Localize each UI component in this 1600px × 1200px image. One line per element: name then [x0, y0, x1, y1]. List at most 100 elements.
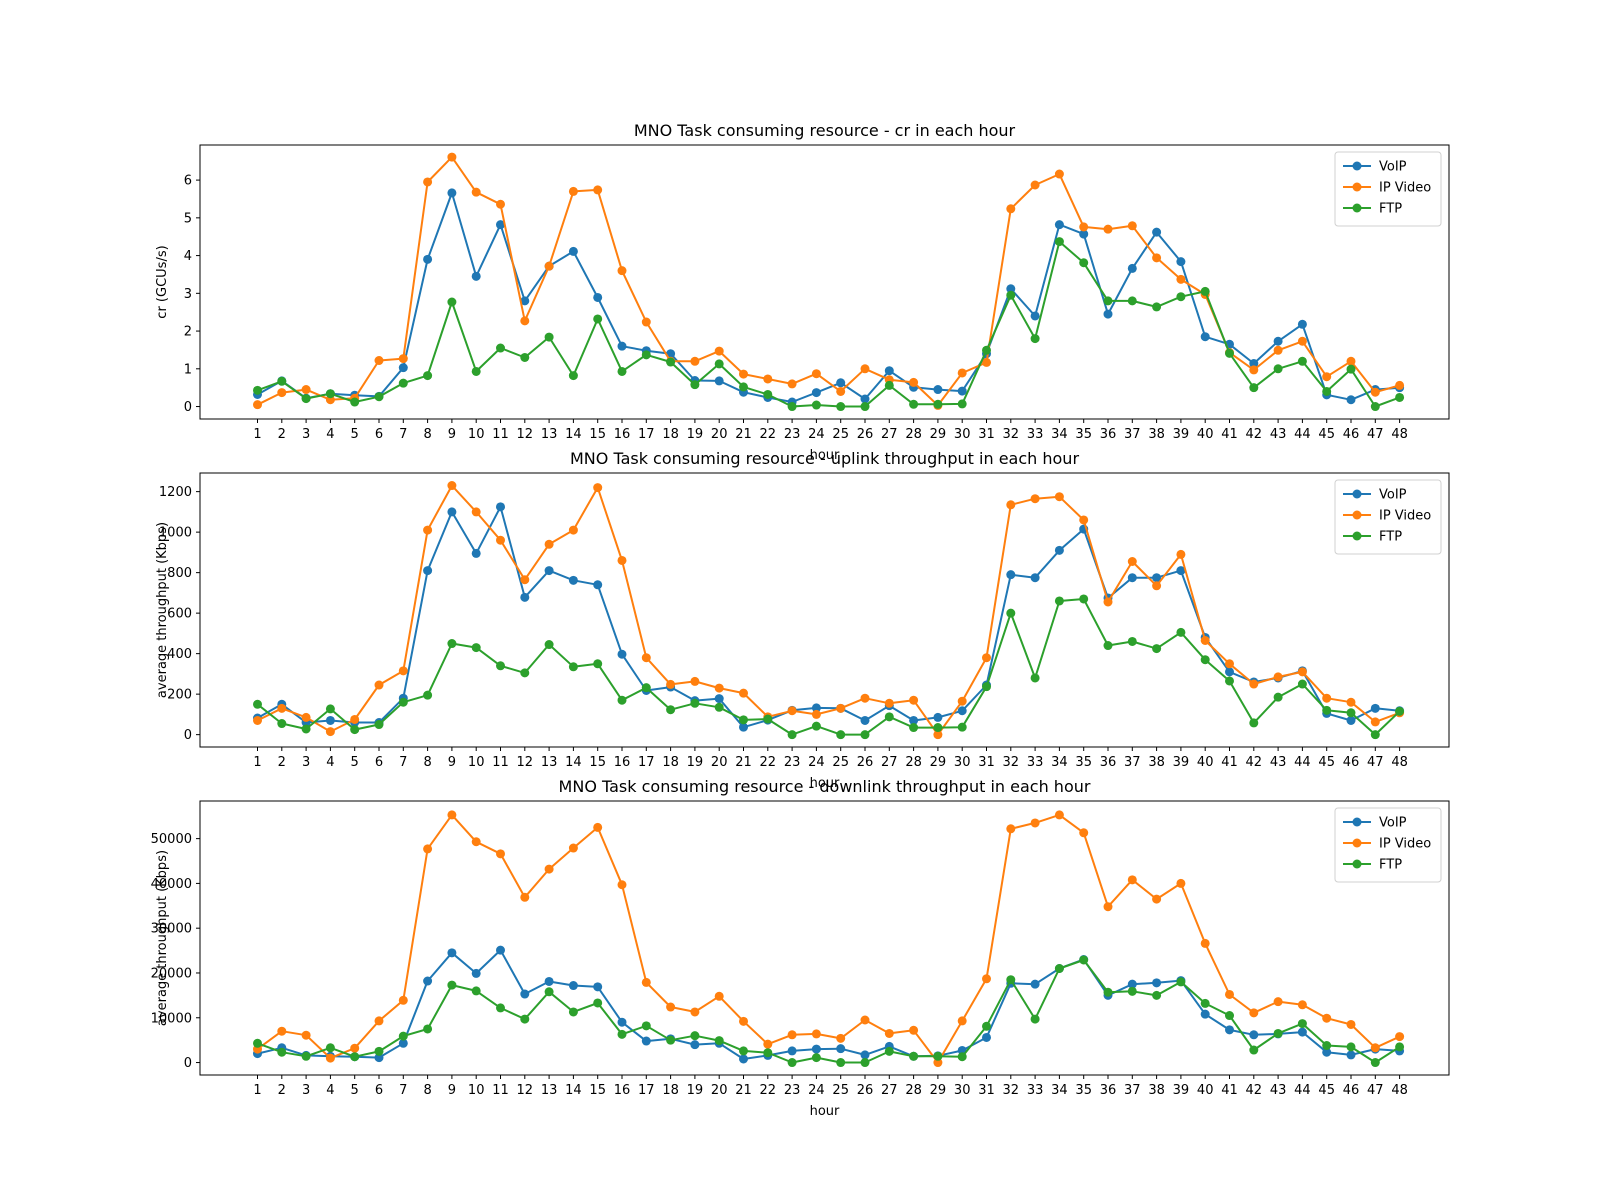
- data-point: [1297, 667, 1307, 677]
- data-point: [933, 730, 943, 740]
- data-point: [593, 998, 603, 1008]
- data-point: [739, 369, 748, 379]
- data-point: [520, 892, 530, 902]
- data-point: [787, 402, 797, 412]
- data-point: [423, 566, 433, 576]
- series-line: [257, 484, 1400, 736]
- y-tick-label: 0: [184, 1056, 192, 1071]
- y-tick-label: 0: [184, 728, 192, 743]
- x-tick-label: 24: [808, 755, 825, 770]
- data-point: [1006, 975, 1016, 985]
- data-point: [860, 402, 870, 412]
- data-point: [763, 374, 773, 384]
- series-ftp: [253, 594, 1405, 740]
- x-tick-label: 7: [399, 1083, 407, 1098]
- data-point: [884, 366, 894, 376]
- series-line: [257, 240, 1400, 408]
- data-point: [641, 653, 651, 663]
- x-tick-label: 2: [278, 1083, 286, 1098]
- data-point: [811, 1044, 821, 1054]
- y-tick-label: 4: [184, 249, 192, 264]
- data-point: [1103, 309, 1113, 319]
- data-point: [641, 1021, 651, 1031]
- data-point: [617, 266, 627, 276]
- legend-marker: [1352, 838, 1362, 848]
- data-point: [1273, 692, 1283, 702]
- data-point: [1395, 706, 1405, 716]
- data-point: [350, 397, 360, 407]
- series-line: [257, 156, 1400, 407]
- data-point: [423, 1024, 433, 1034]
- data-point: [471, 187, 481, 197]
- data-point: [447, 481, 457, 491]
- x-tick-label: 28: [905, 1083, 922, 1098]
- x-tick-label: 48: [1391, 427, 1408, 442]
- data-point: [836, 1033, 846, 1043]
- x-tick-label: 38: [1148, 755, 1165, 770]
- data-point: [811, 400, 821, 410]
- plot-frame: [199, 472, 1450, 748]
- data-point: [836, 1044, 846, 1054]
- x-tick-label: 23: [784, 755, 801, 770]
- x-tick-label: 46: [1343, 427, 1360, 442]
- x-tick-label: 8: [423, 427, 431, 442]
- x-tick-label: 17: [638, 427, 655, 442]
- x-tick-label: 26: [857, 427, 874, 442]
- x-tick-label: 35: [1075, 755, 1092, 770]
- data-point: [1030, 1014, 1040, 1024]
- data-point: [471, 643, 481, 653]
- x-tick-label: 38: [1148, 427, 1165, 442]
- x-tick-label: 44: [1294, 427, 1311, 442]
- data-point: [374, 1046, 384, 1056]
- data-point: [325, 1053, 335, 1063]
- data-point: [690, 380, 700, 390]
- data-point: [1006, 284, 1016, 294]
- data-point: [423, 254, 433, 264]
- data-point: [763, 1039, 773, 1049]
- data-point: [1054, 237, 1064, 247]
- x-tick-label: 1: [253, 427, 261, 442]
- data-point: [836, 378, 846, 388]
- data-point: [690, 1040, 700, 1050]
- data-point: [325, 704, 335, 714]
- data-point: [690, 356, 700, 366]
- data-point: [714, 702, 724, 712]
- legend: VoIP IP Video FTP: [1334, 807, 1442, 883]
- x-tick-label: 6: [375, 1083, 383, 1098]
- data-point: [447, 948, 457, 958]
- x-tick-label: 33: [1027, 755, 1044, 770]
- data-point: [593, 982, 603, 992]
- data-point: [544, 539, 554, 549]
- x-tick-label: 25: [832, 1083, 849, 1098]
- data-point: [568, 371, 578, 381]
- chart-title: MNO Task consuming resource - cr in each…: [634, 121, 1016, 140]
- x-tick-label: 25: [832, 427, 849, 442]
- data-point: [690, 1031, 700, 1041]
- data-point: [787, 379, 797, 389]
- x-tick-label: 39: [1173, 755, 1190, 770]
- legend-item: VoIP: [1343, 816, 1407, 831]
- data-point: [1079, 594, 1089, 604]
- data-point: [1370, 730, 1380, 740]
- data-point: [617, 880, 627, 890]
- data-point: [1152, 644, 1162, 654]
- x-tick-label: 22: [760, 1083, 777, 1098]
- data-point: [1176, 878, 1186, 888]
- legend-marker: [1352, 161, 1362, 171]
- data-point: [1273, 1028, 1283, 1038]
- data-point: [1273, 997, 1283, 1007]
- data-point: [1152, 894, 1162, 904]
- data-point: [593, 292, 603, 302]
- x-tick-label: 26: [857, 1083, 874, 1098]
- x-tick-label: 35: [1075, 427, 1092, 442]
- data-point: [1054, 596, 1064, 606]
- x-tick-label: 20: [711, 755, 728, 770]
- data-point: [641, 350, 651, 360]
- x-tick-label: 45: [1318, 755, 1335, 770]
- data-point: [1249, 365, 1259, 375]
- data-point: [447, 507, 457, 517]
- data-point: [909, 695, 919, 705]
- data-point: [811, 703, 821, 713]
- data-point: [1054, 492, 1064, 502]
